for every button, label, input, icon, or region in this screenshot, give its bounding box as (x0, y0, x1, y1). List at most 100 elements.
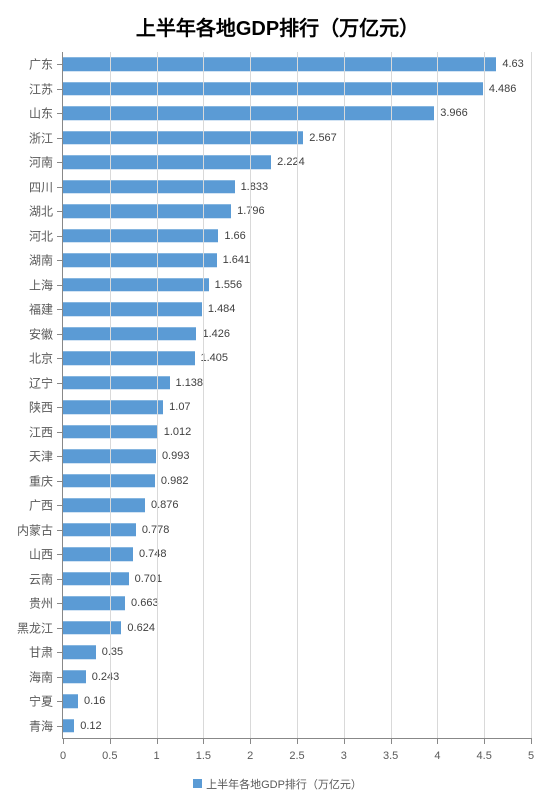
bar (63, 180, 235, 193)
x-tick-label: 4.5 (477, 750, 492, 762)
gridline (297, 52, 298, 738)
value-label: 0.778 (142, 524, 170, 536)
value-label: 1.641 (223, 254, 251, 266)
y-tick (57, 603, 63, 604)
bar (63, 254, 217, 267)
legend-swatch (193, 779, 202, 788)
category-label: 江西 (29, 423, 53, 440)
value-label: 4.63 (502, 58, 523, 70)
y-tick (57, 383, 63, 384)
category-label: 陕西 (29, 399, 53, 416)
y-tick (57, 505, 63, 506)
bar (63, 621, 121, 634)
bar (63, 229, 218, 242)
bar (63, 352, 195, 365)
x-tick (203, 738, 204, 744)
gridline (344, 52, 345, 738)
value-label: 0.35 (102, 646, 123, 658)
y-tick (57, 652, 63, 653)
category-label: 黑龙江 (17, 619, 53, 636)
x-tick (391, 738, 392, 744)
value-label: 1.833 (241, 181, 269, 193)
value-label: 1.07 (169, 401, 190, 413)
x-tick-label: 3 (341, 750, 347, 762)
value-label: 3.966 (440, 107, 468, 119)
y-tick (57, 113, 63, 114)
y-tick (57, 138, 63, 139)
y-tick (57, 334, 63, 335)
gridline (437, 52, 438, 738)
y-tick (57, 628, 63, 629)
value-label: 0.624 (127, 622, 155, 634)
legend-label: 上半年各地GDP排行（万亿元） (206, 779, 362, 791)
category-label: 湖北 (29, 203, 53, 220)
bar (63, 303, 202, 316)
value-label: 4.486 (489, 83, 517, 95)
category-label: 广东 (29, 56, 53, 73)
x-tick-label: 0 (60, 750, 66, 762)
category-label: 海南 (29, 668, 53, 685)
category-label: 安徽 (29, 325, 53, 342)
bar (63, 572, 129, 585)
y-tick (57, 236, 63, 237)
y-tick (57, 162, 63, 163)
bar (63, 131, 303, 144)
category-label: 浙江 (29, 129, 53, 146)
category-label: 内蒙古 (17, 521, 53, 538)
value-label: 2.567 (309, 132, 337, 144)
category-label: 贵州 (29, 595, 53, 612)
bar (63, 82, 483, 95)
category-label: 江苏 (29, 80, 53, 97)
x-tick-label: 4 (434, 750, 440, 762)
bar (63, 58, 496, 71)
y-tick (57, 211, 63, 212)
value-label: 0.876 (151, 499, 179, 511)
x-tick (297, 738, 298, 744)
x-tick-label: 1 (154, 750, 160, 762)
y-tick (57, 726, 63, 727)
value-label: 0.16 (84, 695, 105, 707)
legend: 上半年各地GDP排行（万亿元） (0, 775, 555, 793)
x-tick-label: 5 (528, 750, 534, 762)
x-tick-label: 1.5 (196, 750, 211, 762)
gridline (110, 52, 111, 738)
y-tick (57, 358, 63, 359)
y-tick (57, 701, 63, 702)
category-label: 重庆 (29, 472, 53, 489)
x-tick (157, 738, 158, 744)
y-tick (57, 481, 63, 482)
bar (63, 670, 86, 683)
category-label: 天津 (29, 448, 53, 465)
x-tick-label: 2 (247, 750, 253, 762)
x-tick (344, 738, 345, 744)
category-label: 北京 (29, 350, 53, 367)
value-label: 0.748 (139, 548, 167, 560)
gridline (203, 52, 204, 738)
value-label: 1.426 (202, 328, 230, 340)
value-label: 0.663 (131, 597, 159, 609)
category-label: 甘肃 (29, 644, 53, 661)
x-tick-label: 2.5 (289, 750, 304, 762)
y-tick (57, 407, 63, 408)
y-tick (57, 579, 63, 580)
category-label: 广西 (29, 497, 53, 514)
category-label: 河南 (29, 154, 53, 171)
category-label: 青海 (29, 717, 53, 734)
x-tick-label: 3.5 (383, 750, 398, 762)
value-label: 0.993 (162, 450, 190, 462)
category-label: 四川 (29, 178, 53, 195)
value-label: 1.556 (215, 279, 243, 291)
y-tick (57, 554, 63, 555)
y-tick (57, 432, 63, 433)
category-label: 辽宁 (29, 374, 53, 391)
value-label: 2.224 (277, 156, 305, 168)
bar (63, 548, 133, 561)
bar (63, 523, 136, 536)
x-tick (531, 738, 532, 744)
category-label: 河北 (29, 227, 53, 244)
x-tick (63, 738, 64, 744)
value-label: 0.243 (92, 671, 120, 683)
y-tick (57, 309, 63, 310)
y-tick (57, 677, 63, 678)
gridline (157, 52, 158, 738)
